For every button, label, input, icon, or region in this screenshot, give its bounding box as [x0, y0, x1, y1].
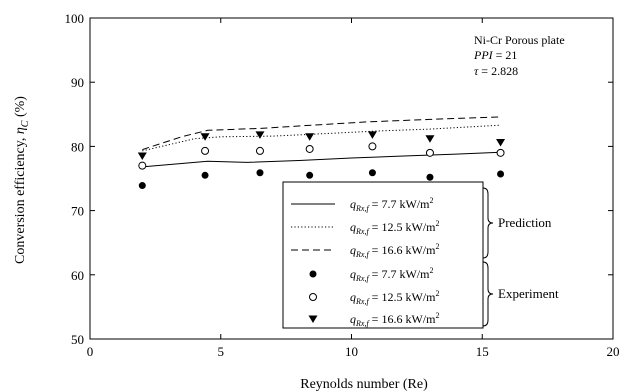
prediction-line-dashed [142, 116, 501, 151]
experiment-points [137, 131, 506, 190]
data-point-open-circle [138, 161, 147, 170]
prediction-line-solid [142, 151, 501, 168]
data-point-filled-triangle-down [496, 139, 506, 147]
data-point-filled-circle [497, 170, 505, 178]
prediction-brace [482, 187, 494, 259]
data-point-filled-circle [426, 173, 434, 181]
legend: qRx,f = 7.7 kW/m2 qRx,f = 12.5 kW/m2 qRx,f… [282, 181, 559, 329]
annotation-line-2: PPI = 21 [473, 48, 517, 62]
y-tick-label: 60 [71, 268, 84, 283]
data-point-filled-circle [256, 169, 264, 177]
data-point-filled-triangle-down [255, 131, 265, 139]
y-tick-label: 70 [71, 204, 84, 219]
data-point-open-circle [201, 146, 210, 155]
legend-swatch-filled-triangle-down [308, 315, 318, 323]
data-point-open-circle [305, 144, 314, 153]
plate-annotation: Ni-Cr Porous plate PPI = 21 τ = 2.828 [473, 33, 565, 78]
data-point-open-circle [255, 146, 264, 155]
legend-swatch-filled-circle [309, 270, 317, 278]
experiment-brace [482, 261, 494, 327]
data-point-filled-triangle-down [425, 135, 435, 143]
data-point-filled-triangle-down [137, 152, 147, 161]
data-point-filled-triangle-down [200, 133, 210, 141]
legend-entry-label: qRx,f = 16.6 kW/m2 [350, 242, 439, 259]
data-point-filled-circle [306, 171, 314, 179]
legend-swatch-open-circle [309, 293, 317, 301]
data-point-open-circle [496, 148, 505, 157]
y-tick-label: 80 [71, 139, 84, 154]
y-tick-label: 90 [71, 75, 84, 90]
prediction-line-dotted [142, 124, 501, 152]
group-label-prediction: Prediction [498, 215, 552, 230]
legend-entry-label: qRx,f = 16.6 kW/m2 [350, 311, 439, 328]
x-tick-label: 0 [87, 344, 94, 359]
data-point-filled-triangle-down [305, 133, 315, 141]
x-tick-label: 20 [607, 344, 620, 359]
data-point-open-circle [425, 148, 434, 157]
prediction-curves [142, 116, 501, 168]
legend-entry-label: qRx,f = 12.5 kW/m2 [350, 289, 439, 306]
data-point-open-circle [368, 142, 377, 151]
legend-entry-label: qRx,f = 7.7 kW/m2 [350, 266, 433, 283]
legend-box [282, 181, 484, 329]
legend-entry-label: qRx,f = 7.7 kW/m2 [350, 196, 433, 213]
x-tick-label: 5 [218, 344, 225, 359]
x-tick-label: 15 [476, 344, 489, 359]
group-label-experiment: Experiment [498, 286, 559, 301]
x-tick-label: 10 [345, 344, 358, 359]
data-point-filled-circle [138, 182, 146, 190]
y-axis-label: Conversion efficiency, ηC (%) [13, 96, 31, 264]
x-axis-label: Reynolds number (Re) [300, 377, 428, 392]
y-tick-label: 50 [71, 332, 84, 347]
axes: 0 5 10 15 20 50 60 70 80 90 100 [65, 11, 620, 359]
y-tick-label: 100 [65, 11, 85, 26]
data-point-filled-circle [201, 171, 209, 179]
data-point-filled-triangle-down [367, 131, 377, 139]
annotation-line-1: Ni-Cr Porous plate [474, 33, 565, 47]
legend-entry-label: qRx,f = 12.5 kW/m2 [350, 219, 439, 236]
annotation-line-3: τ = 2.828 [474, 64, 518, 78]
data-point-filled-circle [368, 169, 376, 177]
